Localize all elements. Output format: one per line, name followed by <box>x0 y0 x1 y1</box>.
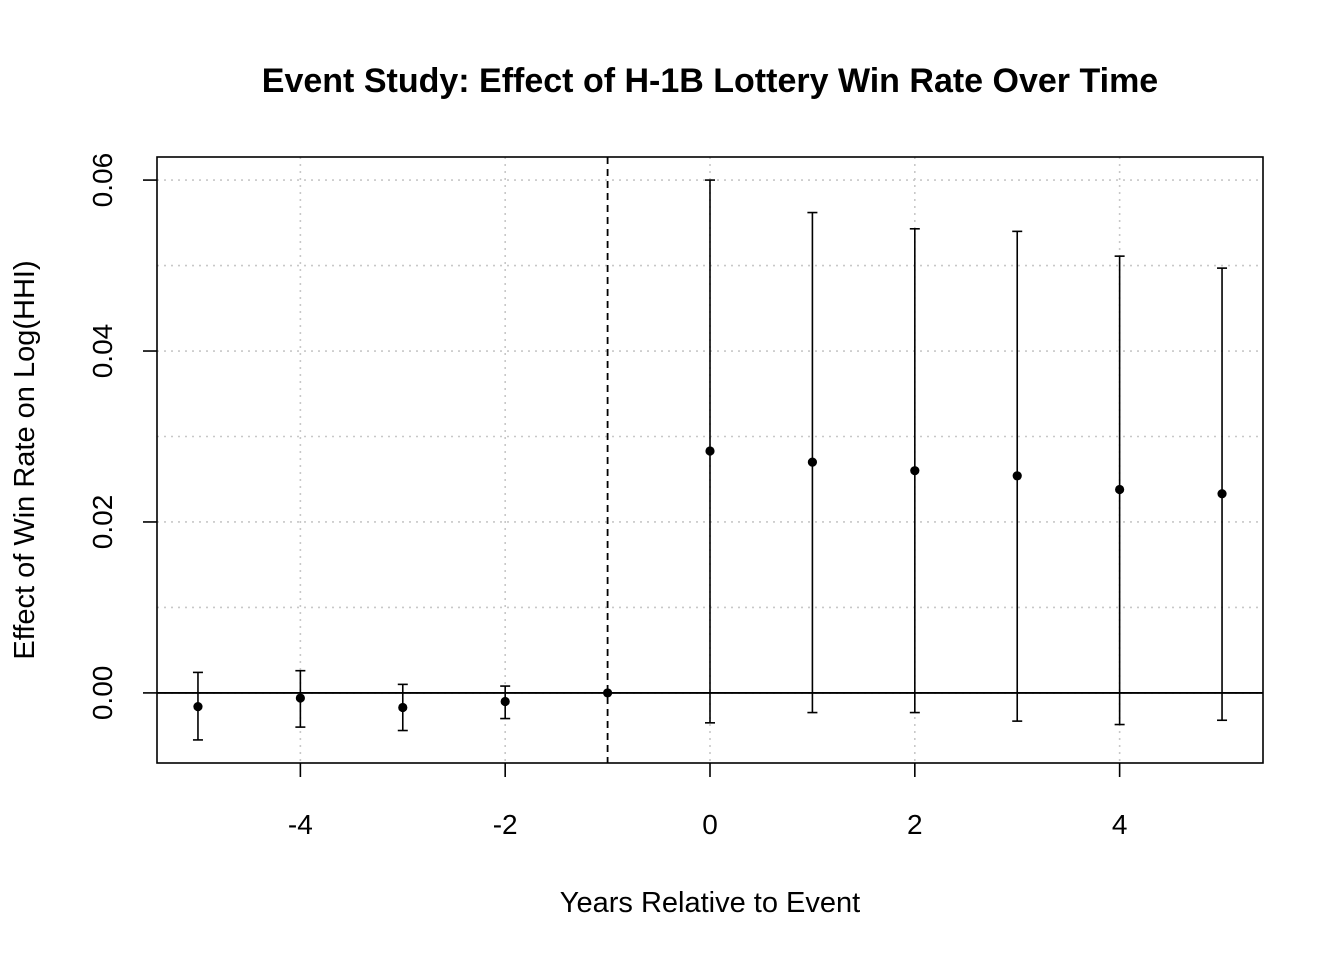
x-axis-label: Years Relative to Event <box>560 887 860 919</box>
axes: -4 -2 0 2 4 0.00 0.02 0.04 0.06 <box>87 153 1127 840</box>
estimate-point <box>910 466 920 476</box>
estimate-point <box>1012 471 1022 481</box>
estimate-point <box>1115 484 1125 495</box>
y-tick-label: 0.04 <box>87 324 118 379</box>
estimate-point <box>193 701 203 712</box>
y-tick-label: 0.00 <box>87 666 118 721</box>
estimate-point <box>1217 489 1227 499</box>
estimate-point <box>398 702 408 713</box>
chart-title: Event Study: Effect of H-1B Lottery Win … <box>262 62 1158 100</box>
y-tick-label: 0.02 <box>87 495 118 550</box>
estimate-points <box>193 446 1227 713</box>
estimate-point <box>807 457 818 467</box>
x-tick-label: 4 <box>1112 809 1128 840</box>
estimate-point <box>602 688 613 698</box>
error-bars <box>192 179 1228 741</box>
estimate-point <box>705 446 715 456</box>
x-tick-label: -4 <box>288 809 313 840</box>
y-axis-label: Effect of Win Rate on Log(HHI) <box>9 260 41 659</box>
y-tick-label: 0.06 <box>87 153 118 208</box>
x-tick-label: 2 <box>907 809 923 840</box>
estimate-point <box>295 693 305 703</box>
x-tick-label: -2 <box>493 809 518 840</box>
estimate-point <box>500 696 510 707</box>
x-tick-label: 0 <box>702 809 718 840</box>
